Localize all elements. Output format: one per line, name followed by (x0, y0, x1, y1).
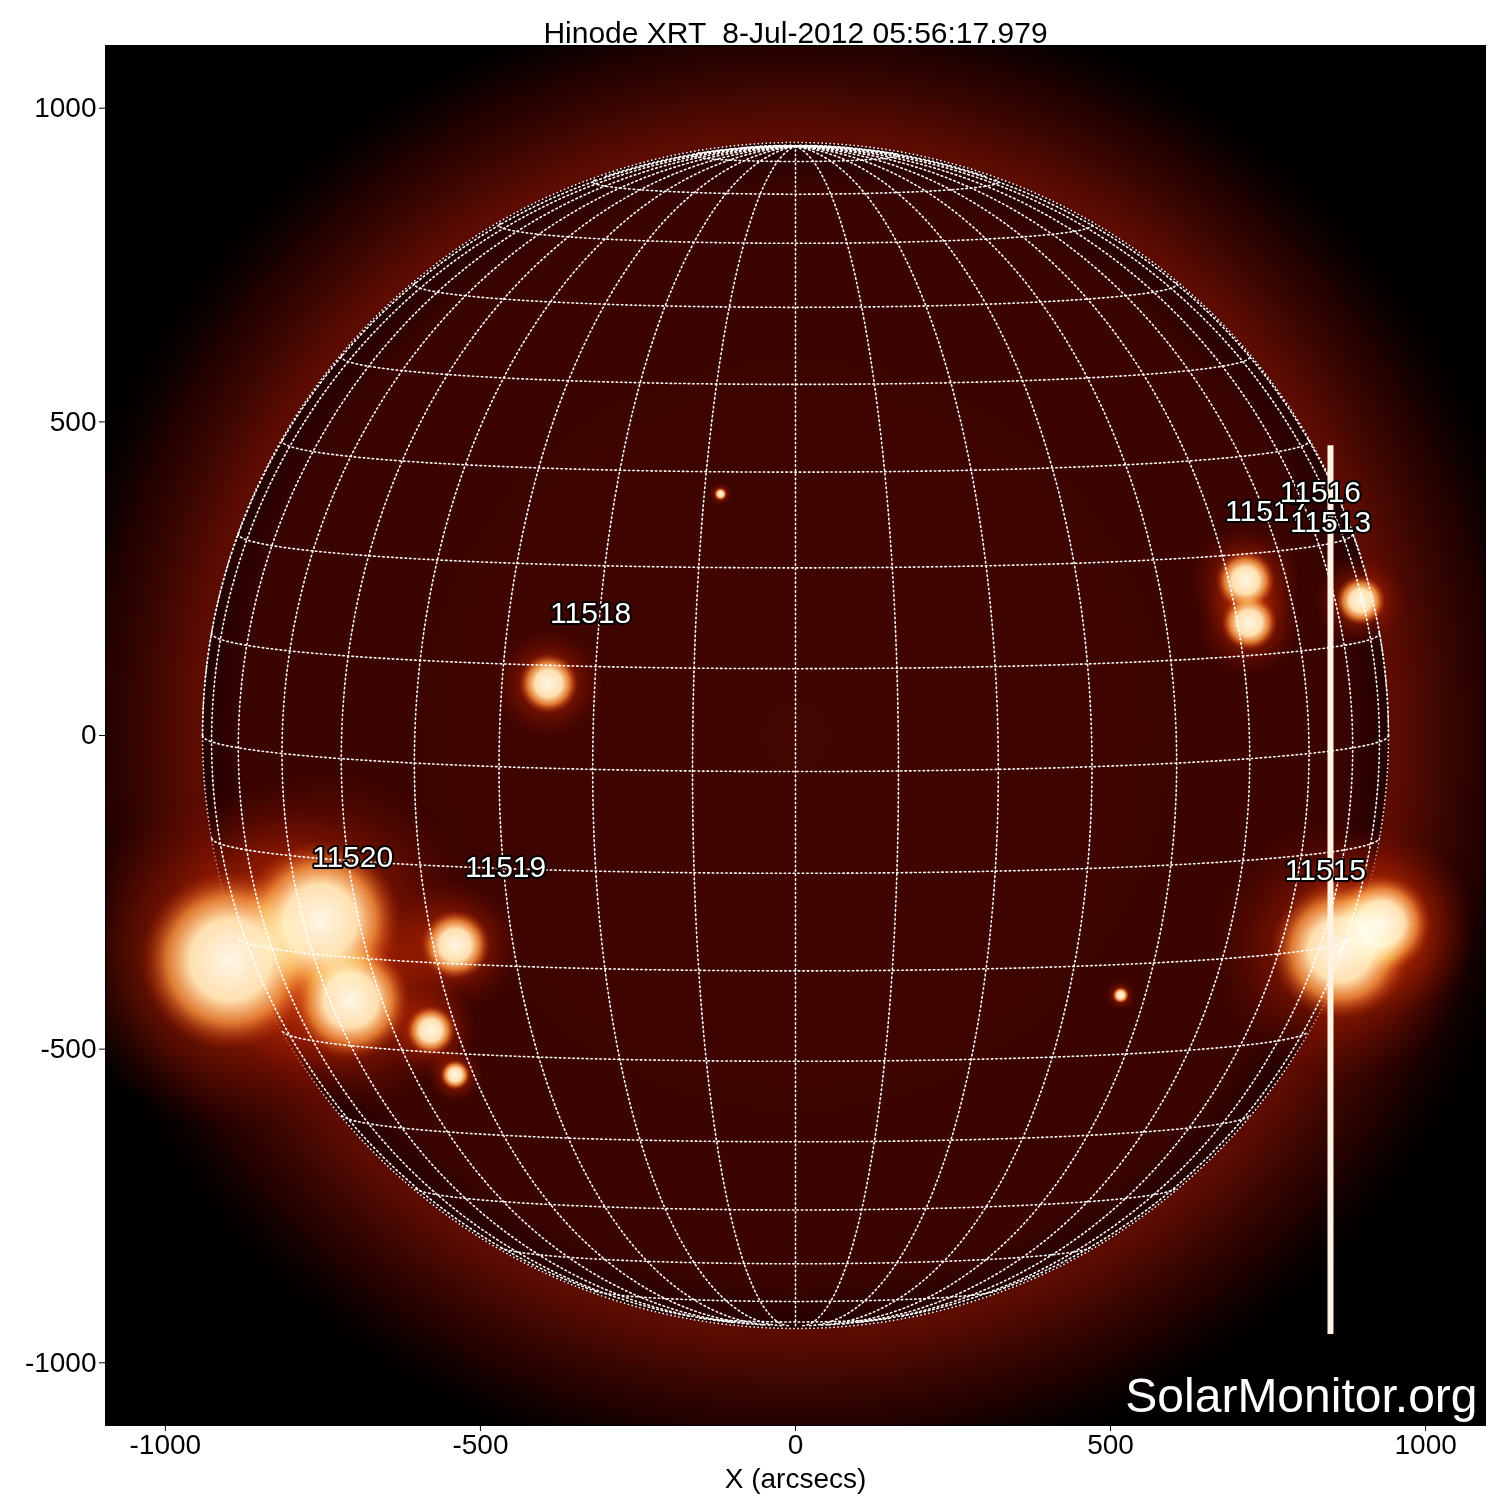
svg-text:1000: 1000 (1394, 1429, 1456, 1460)
svg-text:500: 500 (1087, 1429, 1134, 1460)
svg-text:SolarMonitor.org: SolarMonitor.org (1125, 1369, 1477, 1422)
svg-text:-1000: -1000 (130, 1429, 202, 1460)
svg-text:1000: 1000 (34, 92, 96, 123)
svg-text:11520: 11520 (312, 840, 393, 873)
svg-text:0: 0 (788, 1429, 804, 1460)
svg-text:500: 500 (50, 406, 97, 437)
svg-text:11516: 11516 (1280, 475, 1361, 508)
svg-text:0: 0 (81, 719, 97, 750)
svg-text:11517: 11517 (1225, 493, 1307, 527)
svg-text:11513: 11513 (1290, 505, 1371, 538)
svg-text:-500: -500 (40, 1033, 96, 1064)
svg-text:-500: -500 (452, 1429, 508, 1460)
svg-text:11515: 11515 (1285, 853, 1366, 886)
svg-text:-1000: -1000 (25, 1347, 97, 1378)
svg-text:11519: 11519 (465, 850, 546, 883)
svg-text:X (arcsecs): X (arcsecs) (725, 1463, 867, 1494)
svg-text:11518: 11518 (550, 596, 631, 629)
svg-text:Hinode XRT 8-Jul-2012 05:56:1: Hinode XRT 8-Jul-2012 05:56:17.979 (543, 16, 1047, 49)
